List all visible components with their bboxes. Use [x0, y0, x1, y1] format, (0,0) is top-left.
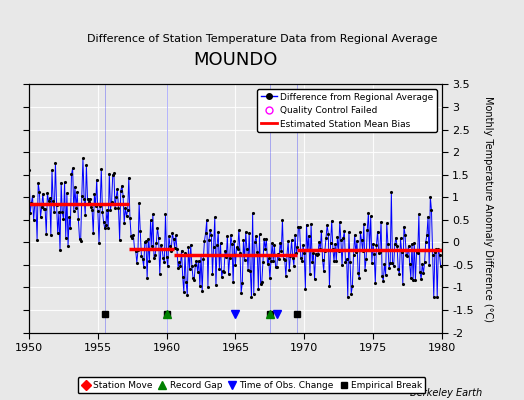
Legend: Station Move, Record Gap, Time of Obs. Change, Empirical Break: Station Move, Record Gap, Time of Obs. C… [78, 377, 425, 394]
Text: Difference of Station Temperature Data from Regional Average: Difference of Station Temperature Data f… [87, 34, 437, 44]
Text: Berkeley Earth: Berkeley Earth [410, 388, 482, 398]
Y-axis label: Monthly Temperature Anomaly Difference (°C): Monthly Temperature Anomaly Difference (… [483, 96, 493, 322]
Title: MOUNDO: MOUNDO [193, 51, 278, 69]
Legend: Difference from Regional Average, Quality Control Failed, Estimated Station Mean: Difference from Regional Average, Qualit… [257, 89, 438, 132]
